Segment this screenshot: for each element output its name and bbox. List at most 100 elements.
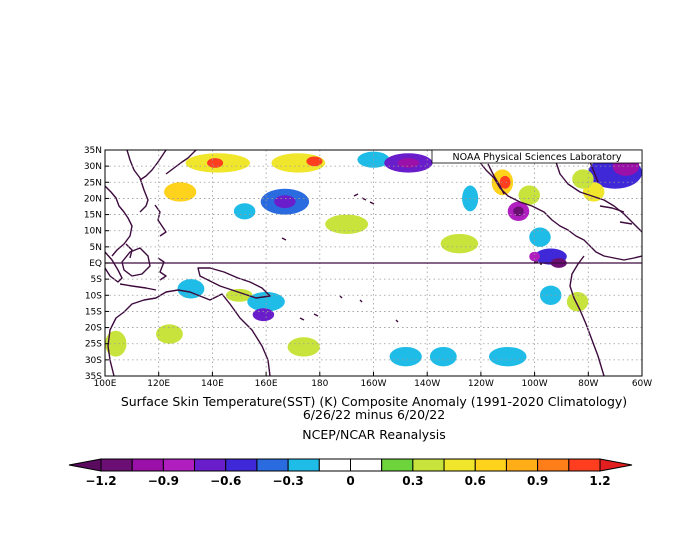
lat-tick-label: 30S bbox=[85, 356, 102, 366]
colorbar-low-extend bbox=[68, 458, 102, 472]
anomaly-patch bbox=[105, 330, 127, 357]
lat-tick-label: 20N bbox=[84, 194, 102, 204]
lon-tick-label: 120W bbox=[468, 379, 494, 389]
colorbar-label: −0.9 bbox=[148, 474, 179, 488]
colorbar-swatch bbox=[194, 458, 227, 472]
colorbar-swatch bbox=[287, 458, 320, 472]
colorbar-swatch bbox=[412, 458, 445, 472]
colorbar-swatch bbox=[505, 458, 539, 472]
anomaly-patch bbox=[572, 169, 594, 189]
credit-box bbox=[431, 149, 643, 164]
colorbar-swatch bbox=[100, 458, 133, 472]
anomaly-field bbox=[105, 151, 642, 367]
coastline-sumatra bbox=[105, 251, 123, 283]
anomaly-patch bbox=[529, 251, 540, 262]
coastline-australia bbox=[107, 289, 271, 376]
coastline-gulf-mexico bbox=[551, 150, 642, 233]
anomaly-patch bbox=[233, 203, 256, 220]
coastline-new-guinea bbox=[197, 267, 271, 299]
colorbar-label: 1.2 bbox=[589, 474, 610, 488]
figure-source: NCEP/NCAR Reanalysis bbox=[302, 427, 445, 442]
lat-tick-label: 15S bbox=[85, 307, 102, 317]
anomaly-patch bbox=[287, 337, 320, 357]
colorbar-swatch bbox=[350, 458, 383, 472]
lon-tick-label: 160W bbox=[360, 379, 386, 389]
colorbar-swatch bbox=[443, 458, 476, 472]
axis-ticks: 100E 120E 140E 160E 180 160W 140W 120W 100W 80W 60… bbox=[84, 146, 652, 389]
anomaly-patch bbox=[156, 324, 183, 344]
anomaly-patch bbox=[513, 206, 524, 217]
colorbar-swatch bbox=[162, 458, 196, 472]
coastline-baja bbox=[487, 163, 505, 195]
coastlines bbox=[105, 150, 642, 376]
colorbar-label: −0.6 bbox=[210, 474, 241, 488]
colorbar-label: −0.3 bbox=[272, 474, 303, 488]
coastline-galapagos bbox=[534, 261, 542, 265]
lat-tick-label: 10N bbox=[84, 227, 102, 237]
lon-tick-label: 160E bbox=[255, 379, 278, 389]
colorbar-swatch bbox=[131, 458, 164, 472]
coastline-sulawesi bbox=[157, 257, 167, 281]
lon-tick-label: 80W bbox=[578, 379, 598, 389]
colorbar-swatch bbox=[537, 458, 570, 472]
colorbar: −1.2 −0.9 −0.6 −0.3 0 0.3 0.6 0.9 1.2 bbox=[68, 458, 633, 488]
lat-tick-label: 35S bbox=[85, 372, 102, 382]
anomaly-patch bbox=[164, 182, 197, 202]
lat-tick-label: 25N bbox=[84, 178, 102, 188]
lon-tick-label: 60W bbox=[632, 379, 652, 389]
anomaly-patch bbox=[207, 158, 224, 168]
anomaly-patch bbox=[247, 292, 285, 312]
lat-tick-label: 15N bbox=[84, 211, 102, 221]
colorbar-swatch bbox=[318, 458, 351, 472]
lat-tick-label: 35N bbox=[84, 146, 102, 156]
anomaly-patch bbox=[325, 214, 369, 234]
lat-tick-label: 25S bbox=[85, 340, 102, 350]
colorbar-swatch bbox=[568, 458, 601, 472]
coastline-north-america bbox=[469, 150, 642, 261]
colorbar-label: 0.3 bbox=[402, 474, 423, 488]
colorbar-high-extend bbox=[599, 458, 633, 472]
anomaly-patch bbox=[566, 292, 589, 312]
lon-tick-label: 120E bbox=[147, 379, 170, 389]
anomaly-patch bbox=[252, 308, 275, 322]
lon-tick-label: 180 bbox=[311, 379, 328, 389]
coastline-caribbean bbox=[599, 205, 633, 225]
colorbar-swatch bbox=[474, 458, 507, 472]
anomaly-patch bbox=[274, 195, 296, 209]
lon-tick-label: 100W bbox=[522, 379, 548, 389]
lat-tick-label: 10S bbox=[85, 291, 102, 301]
lat-tick-label: 5S bbox=[91, 275, 103, 285]
figure-date-range: 6/26/22 minus 6/20/22 bbox=[303, 407, 445, 422]
anomaly-patch bbox=[225, 288, 253, 302]
colorbar-swatch bbox=[256, 458, 289, 472]
anomaly-patch bbox=[389, 346, 422, 367]
colorbar-label: 0.6 bbox=[465, 474, 486, 488]
anomaly-patch bbox=[397, 158, 420, 168]
anomaly-patch bbox=[429, 346, 457, 367]
coastline-south-america bbox=[569, 255, 605, 376]
coastline-florida bbox=[589, 161, 599, 183]
lat-tick-label: 5N bbox=[90, 243, 102, 253]
lat-tick-label: 20S bbox=[85, 324, 102, 334]
lon-tick-label: 140W bbox=[414, 379, 440, 389]
anomaly-patch bbox=[177, 279, 205, 299]
figure-title: Surface Skin Temperature(SST) (K) Compos… bbox=[121, 394, 627, 409]
anomaly-patch bbox=[488, 346, 527, 367]
anomaly-patch bbox=[440, 233, 479, 254]
colorbar-label: 0.9 bbox=[527, 474, 548, 488]
coastline-japan bbox=[165, 150, 197, 175]
colorbar-swatch bbox=[225, 458, 258, 472]
colorbar-label: −1.2 bbox=[85, 474, 116, 488]
coastline-java bbox=[119, 283, 157, 291]
coastline-philippines bbox=[154, 204, 167, 237]
anomaly-patch bbox=[499, 175, 511, 189]
lon-tick-label: 140E bbox=[201, 379, 224, 389]
coastline-pacific-islands bbox=[281, 237, 399, 323]
lat-tick-label: 30N bbox=[84, 162, 102, 172]
lon-tick-label: 100E bbox=[94, 379, 117, 389]
coastline-borneo bbox=[121, 247, 151, 277]
lat-tick-label: EQ bbox=[89, 259, 102, 269]
colorbar-swatch bbox=[381, 458, 414, 472]
anomaly-patch bbox=[306, 156, 323, 167]
